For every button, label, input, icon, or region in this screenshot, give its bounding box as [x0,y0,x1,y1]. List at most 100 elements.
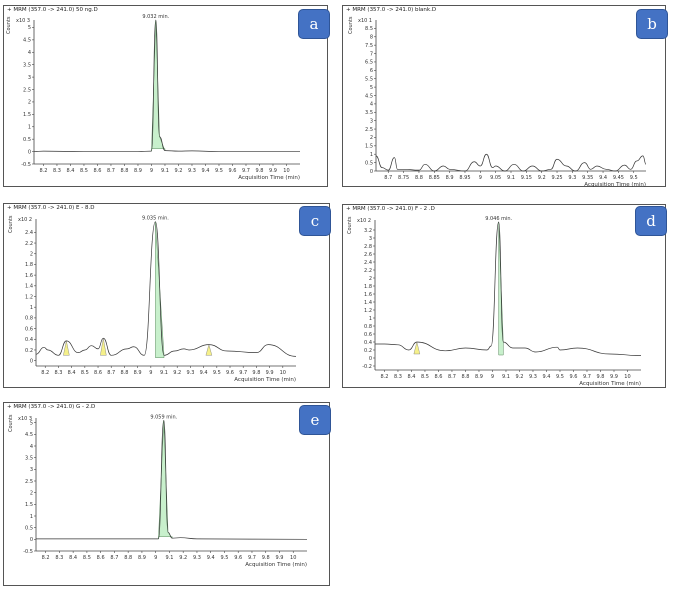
chart-title: + MRM (357.0 -> 241.0) 50 ng.D [7,7,98,13]
svg-text:9.2: 9.2 [175,168,183,174]
svg-text:9.2: 9.2 [516,374,524,380]
chart-title: + MRM (357.0 -> 241.0) E - 8.D [7,205,95,211]
svg-text:0: 0 [370,169,373,175]
chromatogram-plot: 5 4.5 4 3.5 3 2.5 2 1.5 1 0.5 0 -0.5 8.2 8.3 8.4 8.5 8.6… [8,414,308,568]
svg-text:9.7: 9.7 [242,168,250,174]
svg-text:1.5: 1.5 [25,502,33,508]
svg-text:9.9: 9.9 [266,370,274,376]
chart-panel-d: + MRM (357.0 -> 241.0) F - 2 .D 3.2 3 2.8 2… [342,204,667,388]
svg-text:8.3: 8.3 [53,168,61,174]
chromatogram-plot: 8.5 8 7.5 7 6.5 6 5.5 5 4.5 4 3.5 3 2.5 2 1.5 1 0.5 0 8.7 8… [348,16,647,188]
svg-text:-0.5: -0.5 [23,549,33,555]
svg-text:4: 4 [370,102,373,108]
svg-text:9.1: 9.1 [165,555,173,561]
chromatogram-plot: 3.2 3 2.8 2.6 2.4 2.2 2 1.8 1.6 1.4 1.2 1 0.8 0.6 0.4 0… [347,216,642,387]
chart-title: + MRM (357.0 -> 241.0) G - 2.D [7,404,96,410]
chart-panel-b: + MRM (357.0 -> 241.0) blank.D 8.5 8 7.5 7 6… [342,5,668,188]
svg-text:0: 0 [369,356,372,362]
svg-text:2.5: 2.5 [23,87,31,93]
svg-text:3.5: 3.5 [25,455,33,461]
svg-text:8.2: 8.2 [41,370,49,376]
svg-text:8.9: 8.9 [446,175,454,181]
svg-text:Counts: Counts [347,216,353,234]
svg-text:9.046 min.: 9.046 min. [485,216,512,222]
svg-text:Acquisition Time (min): Acquisition Time (min) [245,562,307,568]
panel-label-badge: c [299,206,331,236]
svg-text:Counts: Counts [8,215,14,233]
svg-text:9.8: 9.8 [262,555,270,561]
svg-text:8.5: 8.5 [80,168,88,174]
svg-text:3.2: 3.2 [364,228,372,234]
svg-text:x10 2: x10 2 [357,218,371,224]
svg-text:8.8: 8.8 [461,374,469,380]
svg-text:x10 2: x10 2 [18,217,32,223]
svg-text:Acquisition Time (min): Acquisition Time (min) [238,175,300,181]
svg-text:10: 10 [280,370,286,376]
svg-text:9.7: 9.7 [248,555,256,561]
svg-text:0.4: 0.4 [364,340,372,346]
svg-text:9.5: 9.5 [630,175,638,181]
svg-text:9.2: 9.2 [173,370,181,376]
svg-text:2.4: 2.4 [25,230,33,236]
svg-text:1: 1 [30,305,33,311]
svg-text:1.2: 1.2 [364,308,372,314]
svg-text:9: 9 [154,555,157,561]
svg-text:2: 2 [30,252,33,258]
svg-text:0.5: 0.5 [365,160,373,166]
svg-text:10: 10 [290,555,296,561]
svg-text:0.4: 0.4 [25,337,33,343]
svg-text:5.5: 5.5 [365,77,373,83]
svg-text:-0.2: -0.2 [362,364,372,370]
svg-text:9.15: 9.15 [521,175,532,181]
svg-text:9.45: 9.45 [613,175,624,181]
svg-text:4: 4 [28,50,31,56]
svg-text:1: 1 [370,152,373,158]
svg-text:8.6: 8.6 [94,370,102,376]
svg-text:4.5: 4.5 [25,432,33,438]
svg-text:9.8: 9.8 [256,168,264,174]
svg-text:1.5: 1.5 [23,112,31,118]
svg-text:8.75: 8.75 [398,175,409,181]
svg-text:9.8: 9.8 [597,374,605,380]
svg-text:8: 8 [370,35,373,41]
svg-text:9.1: 9.1 [161,168,169,174]
svg-text:8.4: 8.4 [69,555,77,561]
svg-text:9.9: 9.9 [610,374,618,380]
svg-text:8.7: 8.7 [110,555,118,561]
svg-text:8.9: 8.9 [138,555,146,561]
svg-text:9.1: 9.1 [160,370,168,376]
svg-text:Acquisition Time (min): Acquisition Time (min) [234,377,296,383]
svg-text:3: 3 [30,467,33,473]
svg-text:0: 0 [30,358,33,364]
svg-text:9.5: 9.5 [215,168,223,174]
svg-text:10: 10 [624,374,630,380]
svg-text:8.8: 8.8 [120,168,128,174]
svg-text:2.6: 2.6 [364,252,372,258]
svg-text:9.3: 9.3 [188,168,196,174]
svg-text:2.2: 2.2 [25,241,33,247]
svg-text:8.5: 8.5 [365,26,373,32]
svg-text:9.4: 9.4 [543,374,551,380]
svg-text:Acquisition Time (min): Acquisition Time (min) [579,381,641,387]
svg-text:8.2: 8.2 [380,374,388,380]
svg-text:8.8: 8.8 [415,175,423,181]
svg-text:9.5: 9.5 [556,374,564,380]
svg-text:9.25: 9.25 [551,175,562,181]
svg-text:8.4: 8.4 [407,374,415,380]
svg-text:9: 9 [149,370,152,376]
svg-text:9: 9 [479,175,482,181]
svg-text:8.9: 8.9 [475,374,483,380]
svg-text:8.8: 8.8 [120,370,128,376]
svg-text:-0.5: -0.5 [21,162,31,168]
svg-text:8.2: 8.2 [39,168,47,174]
svg-text:8.6: 8.6 [434,374,442,380]
svg-text:9.3: 9.3 [529,374,537,380]
svg-text:5: 5 [30,420,33,426]
svg-text:9.3: 9.3 [186,370,194,376]
svg-text:8.3: 8.3 [394,374,402,380]
svg-text:8.7: 8.7 [384,175,392,181]
svg-text:Acquisition Time (min): Acquisition Time (min) [584,182,646,188]
svg-text:8.6: 8.6 [93,168,101,174]
svg-text:1: 1 [30,514,33,520]
svg-text:0.8: 0.8 [364,324,372,330]
